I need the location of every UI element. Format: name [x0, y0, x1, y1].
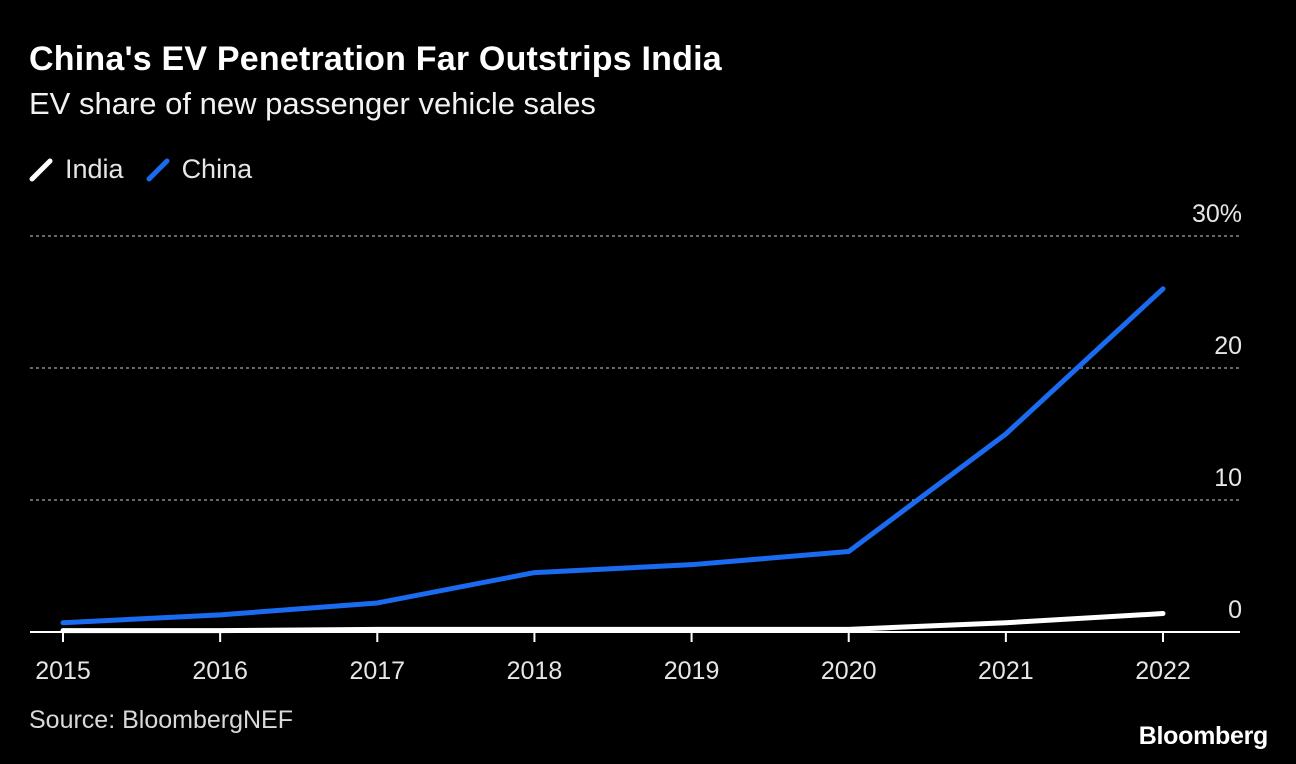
legend-label-china: China [181, 154, 253, 184]
y-tick-label: 10 [1214, 464, 1242, 492]
chart-legend: India China [29, 154, 252, 185]
x-tick-label: 2017 [349, 657, 405, 685]
series-line-india [60, 611, 1166, 634]
x-tick-label: 2015 [35, 657, 91, 685]
y-tick-label: 30% [1192, 200, 1242, 228]
legend-swatch-india [29, 158, 53, 181]
series-line-china [60, 286, 1166, 626]
x-tick-label: 2016 [192, 657, 248, 685]
y-tick-label: 0 [1228, 596, 1242, 624]
legend-item-india: India [29, 154, 124, 185]
source-note: Source: BloombergNEF [29, 706, 294, 734]
legend-item-china: China [146, 154, 253, 185]
x-tick-label: 2022 [1135, 657, 1191, 685]
chart-title: China's EV Penetration Far Outstrips Ind… [29, 40, 722, 78]
x-tick-label: 2019 [664, 657, 720, 685]
y-tick-label: 20 [1214, 332, 1242, 360]
legend-label-india: India [65, 154, 124, 184]
chart-subtitle: EV share of new passenger vehicle sales [29, 86, 596, 121]
x-tick-label: 2021 [978, 657, 1034, 685]
x-tick-label: 2018 [507, 657, 563, 685]
bloomberg-logo: Bloomberg [1138, 722, 1269, 750]
legend-swatch-china [146, 158, 170, 181]
x-tick-label: 2020 [821, 657, 877, 685]
